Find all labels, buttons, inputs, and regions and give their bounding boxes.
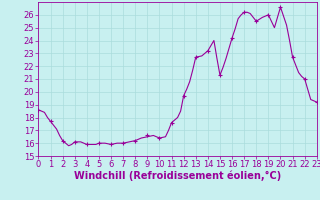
- X-axis label: Windchill (Refroidissement éolien,°C): Windchill (Refroidissement éolien,°C): [74, 171, 281, 181]
